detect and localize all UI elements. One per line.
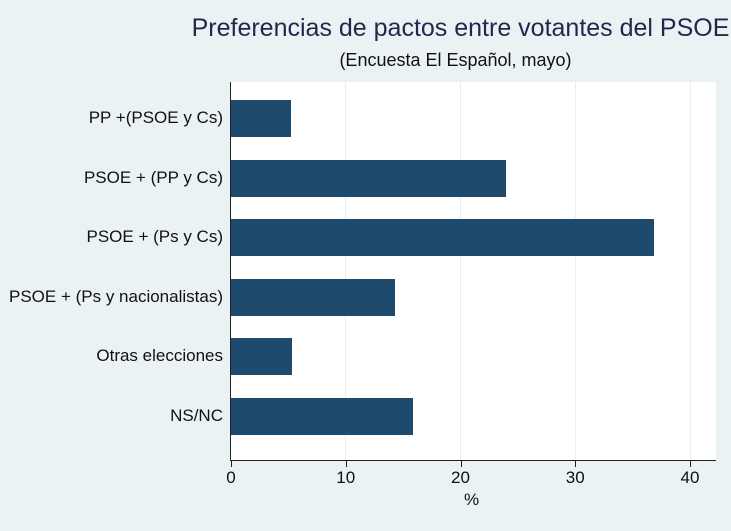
bar xyxy=(231,100,291,137)
chart-title: Preferencias de pactos entre votantes de… xyxy=(191,14,730,42)
x-axis xyxy=(230,460,716,461)
plot-area xyxy=(231,82,716,460)
category-label: PSOE + (Ps y Cs) xyxy=(86,227,224,246)
bar xyxy=(231,278,396,316)
gridline xyxy=(345,82,346,460)
x-tick xyxy=(690,461,691,467)
gridline xyxy=(460,82,461,460)
gridline xyxy=(575,82,576,460)
x-tick xyxy=(575,461,577,467)
x-tick xyxy=(460,461,462,467)
x-tick-label: 40 xyxy=(680,468,700,487)
bar xyxy=(231,159,507,197)
x-axis-label: % xyxy=(464,490,480,509)
category-label: PP +(PSOE y Cs) xyxy=(88,108,223,127)
category-label: NS/NC xyxy=(170,405,223,425)
x-tick-label: 0 xyxy=(226,468,236,487)
bar xyxy=(231,219,655,256)
y-axis xyxy=(230,82,231,461)
x-tick xyxy=(345,461,347,467)
category-label: PSOE + (Ps y nacionalistas) xyxy=(8,286,223,306)
x-tick-label: 30 xyxy=(565,468,585,487)
category-label: PSOE + (PP y Cs) xyxy=(83,167,223,187)
chart-subtitle: (Encuesta El Español, mayo) xyxy=(339,50,572,70)
bar xyxy=(231,338,292,375)
category-label: Otras elecciones xyxy=(96,346,223,365)
x-tick xyxy=(231,461,232,467)
x-tick-label: 10 xyxy=(336,468,356,487)
bar xyxy=(231,397,414,435)
x-tick-label: 20 xyxy=(451,468,470,487)
gridline xyxy=(690,82,691,460)
